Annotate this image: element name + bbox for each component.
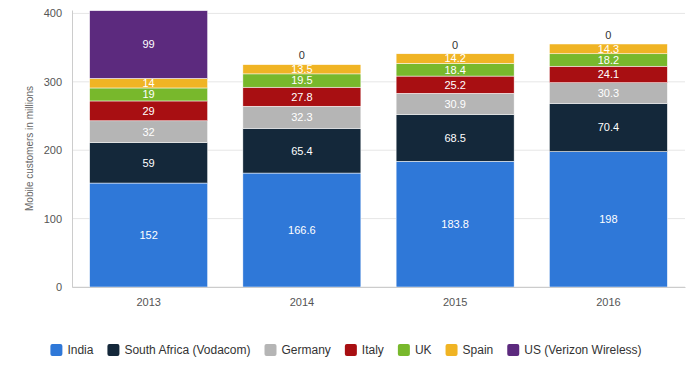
- data-label: 198: [599, 213, 617, 225]
- legend-item: US (Verizon Wireless): [507, 343, 641, 357]
- data-label: 14.2: [444, 52, 465, 64]
- bar-segment: [243, 128, 361, 173]
- legend-swatch: [446, 344, 458, 356]
- legend-swatch: [50, 344, 62, 356]
- bar-segment: [396, 161, 514, 287]
- bar-segment: [90, 121, 208, 143]
- data-label: 19: [143, 88, 155, 100]
- y-tick-label: 300: [44, 76, 62, 88]
- data-label: 14.3: [598, 43, 619, 55]
- legend-item: Spain: [446, 343, 494, 357]
- bars: [90, 11, 668, 287]
- data-label: 99: [143, 38, 155, 50]
- x-tick-label: 2016: [596, 296, 620, 308]
- plot-area: 0 100 200 300 400 2013 2014 2015 2016 152 59 32 29 19…: [44, 7, 686, 307]
- data-label: 68.5: [444, 132, 465, 144]
- legend-label: UK: [415, 343, 432, 357]
- bar-segment: [396, 76, 514, 93]
- data-label: 0: [452, 39, 458, 51]
- legend-item: South Africa (Vodacom): [107, 343, 250, 357]
- x-tick-label: 2015: [443, 296, 467, 308]
- x-tick: 2014: [290, 287, 314, 308]
- data-label: 14: [143, 77, 155, 89]
- bar-segment: [549, 152, 667, 287]
- bar-segment: [243, 87, 361, 106]
- x-axis: 2013 2014 2015 2016: [73, 287, 686, 308]
- bar-segment: [549, 103, 667, 151]
- legend-swatch: [398, 344, 410, 356]
- data-label: 24.1: [598, 68, 619, 80]
- bar-segment: [396, 93, 514, 114]
- y-axis-title: Mobile customers in millions: [24, 86, 35, 211]
- legend-label: Italy: [362, 343, 384, 357]
- legend-label: Germany: [282, 343, 331, 357]
- y-tick-label: 100: [44, 213, 62, 225]
- legend-label: South Africa (Vodacom): [124, 343, 250, 357]
- y-tick: 100: [44, 213, 72, 225]
- bar-segment: [90, 143, 208, 183]
- legend-swatch: [507, 344, 519, 356]
- x-tick-label: 2014: [290, 296, 314, 308]
- data-label: 27.8: [291, 91, 312, 103]
- data-label: 32.3: [291, 111, 312, 123]
- data-label: 30.9: [444, 98, 465, 110]
- bar-segment: [243, 173, 361, 287]
- y-tick: 0: [56, 281, 72, 293]
- data-label: 59: [143, 157, 155, 169]
- data-label: 25.2: [444, 79, 465, 91]
- data-label: 183.8: [441, 218, 469, 230]
- y-tick-label: 200: [44, 144, 62, 156]
- bar-segment: [90, 11, 208, 79]
- bar-segment: [549, 83, 667, 104]
- data-label: 65.4: [291, 145, 312, 157]
- y-axis-line: [72, 11, 73, 288]
- legend-swatch: [345, 344, 357, 356]
- x-tick: 2015: [443, 287, 467, 308]
- y-tick: 300: [44, 76, 72, 88]
- data-label: 32: [143, 126, 155, 138]
- x-tick: 2016: [596, 287, 620, 308]
- legend: India South Africa (Vodacom) Germany Italy U…: [50, 343, 641, 357]
- data-label: 166.6: [288, 224, 316, 236]
- bar-segment: [243, 74, 361, 87]
- data-label: 13.5: [291, 63, 312, 75]
- y-tick: 400: [44, 7, 72, 19]
- data-label: 0: [605, 29, 611, 41]
- y-tick: 200: [44, 144, 72, 156]
- legend-swatch: [107, 344, 119, 356]
- legend-item: Germany: [265, 343, 331, 357]
- data-label: 18.4: [444, 64, 465, 76]
- legend-label: US (Verizon Wireless): [524, 343, 641, 357]
- bar-segment: [243, 106, 361, 128]
- bar-segment: [396, 114, 514, 161]
- data-label: 30.3: [598, 87, 619, 99]
- legend-label: India: [67, 343, 93, 357]
- x-axis-line: [73, 287, 686, 288]
- legend-label: Spain: [463, 343, 494, 357]
- bar-segment: [90, 88, 208, 101]
- legend-item: UK: [398, 343, 432, 357]
- y-tick-label: 400: [44, 7, 62, 19]
- data-label: 152: [139, 229, 157, 241]
- data-labels: 152 59 32 29 1914 99 166.6 65.4 32.3 27.8 19.513.5…: [139, 29, 619, 241]
- bar-segment: [396, 63, 514, 76]
- data-label: 70.4: [598, 121, 619, 133]
- data-label: 0: [299, 49, 305, 61]
- data-label: 19.5: [291, 74, 312, 86]
- legend-swatch: [265, 344, 277, 356]
- legend-item: India: [50, 343, 93, 357]
- data-label: 18.2: [598, 54, 619, 66]
- x-tick: 2013: [136, 287, 160, 308]
- y-tick-label: 0: [56, 281, 62, 293]
- bar-segment: [549, 54, 667, 66]
- x-tick-label: 2013: [136, 296, 160, 308]
- chart: 0 100 200 300 400 2013 2014 2015 2016 152 59 32 29 19…: [0, 0, 692, 369]
- bar-segment: [549, 66, 667, 82]
- data-label: 29: [143, 105, 155, 117]
- legend-item: Italy: [345, 343, 384, 357]
- y-axis: 0 100 200 300 400: [44, 7, 73, 293]
- bar-segment: [90, 101, 208, 121]
- bar-segment: [90, 183, 208, 287]
